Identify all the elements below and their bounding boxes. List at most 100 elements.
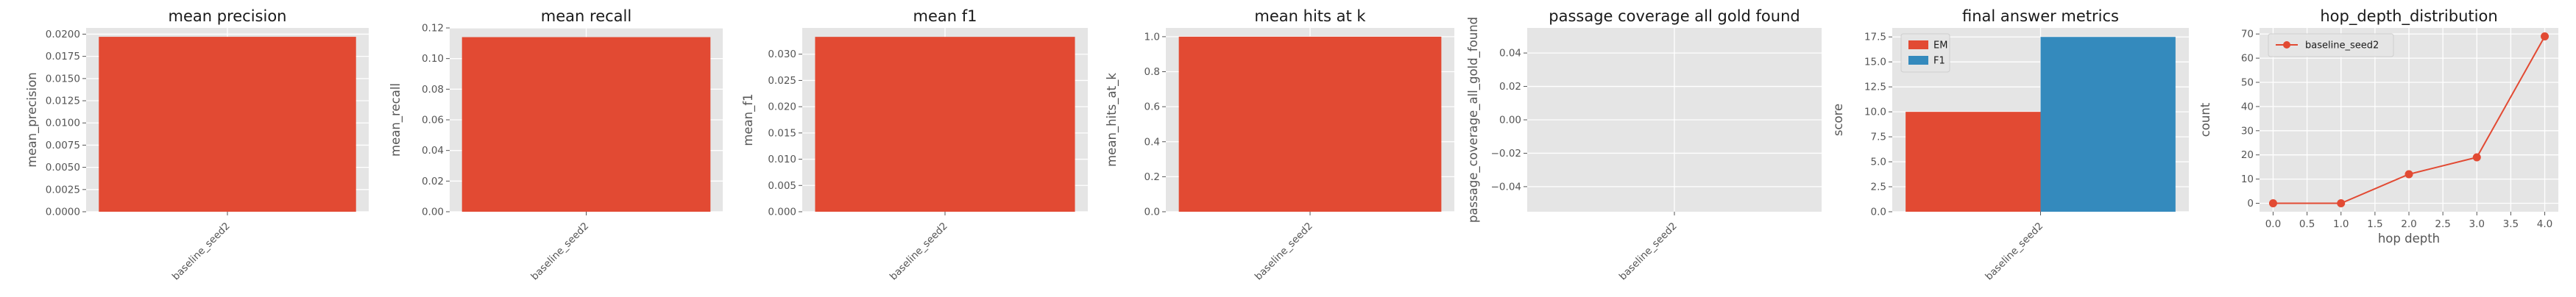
bar-em [1906, 112, 2041, 212]
y-tick-label: 30 [2241, 125, 2254, 137]
y-tick-label: 0.010 [768, 154, 796, 165]
chart-title: passage coverage all gold found [1549, 7, 1800, 25]
y-tick-label: 0.08 [422, 84, 444, 96]
y-tick-label: 40 [2241, 101, 2254, 112]
y-axis-label: mean_recall [389, 83, 403, 157]
y-tick-label: 0.04 [422, 145, 444, 157]
chart-title: mean recall [541, 7, 631, 25]
y-tick-label: 0.4 [1144, 136, 1160, 148]
y-tick-label: 60 [2241, 53, 2254, 65]
x-tick-label: baseline_seed2 [1983, 221, 2045, 283]
y-axis-label: mean_f1 [741, 93, 756, 146]
chart-panel-3: 0.000 0.005 0.010 0.015 0.020 0.025 0.030 mean … [741, 7, 1088, 282]
legend-box [2268, 33, 2394, 57]
y-axis-label: mean_precision [25, 72, 40, 167]
y-tick-label: 0.005 [768, 180, 796, 192]
y-tick-label: 0.8 [1144, 66, 1160, 78]
y-tick-label: 0.0100 [46, 118, 80, 129]
y-tick-label: 1.0 [1144, 31, 1160, 43]
legend-label: baseline_seed2 [2305, 40, 2379, 51]
y-tick-label: 15.0 [1864, 57, 1886, 68]
chart-title: mean f1 [913, 7, 977, 25]
x-tick-label: baseline_seed2 [1253, 221, 1315, 283]
legend-marker [2283, 41, 2290, 49]
x-tick-label: 2.5 [2435, 218, 2450, 230]
y-tick-label: 0.0025 [46, 184, 80, 196]
y-tick-label: 0.00 [422, 207, 444, 218]
legend-label: F1 [1933, 56, 1945, 67]
y-tick-label: −0.04 [1491, 181, 1521, 193]
bar-value [1178, 36, 1442, 212]
data-point [2337, 198, 2346, 207]
y-tick-label: 0.10 [422, 53, 444, 65]
y-tick-label: 0.025 [768, 75, 796, 87]
chart-panel-1: 0.0000 0.0025 0.0050 0.0075 0.0100 0.0125 0.01… [25, 7, 369, 282]
y-tick-label: −0.02 [1491, 148, 1521, 160]
y-tick-label: 0.00 [1499, 115, 1521, 126]
y-tick-label: 0.0050 [46, 162, 80, 173]
y-tick-label: 0.02 [1499, 81, 1521, 93]
x-tick-label: 3.5 [2503, 218, 2519, 230]
y-tick-label: 12.5 [1864, 82, 1886, 93]
y-tick-label: 50 [2241, 77, 2254, 89]
legend: baseline_seed2 [2268, 33, 2394, 57]
y-tick-label: 0.0175 [46, 51, 80, 62]
y-tick-label: 70 [2241, 29, 2254, 40]
chart-panel-6: 0.0 2.5 5.0 7.5 10.0 12.5 15.0 17.5 final answer… [1831, 7, 2189, 282]
legend: EM F1 [1900, 33, 1950, 73]
y-tick-label: 0.015 [768, 127, 796, 139]
x-tick-label: baseline_seed2 [1617, 221, 1680, 283]
y-tick-label: 0.6 [1144, 101, 1160, 113]
chart-panel-7: 0 10 20 30 40 50 60 70 hop_depth_distributioncou… [2198, 7, 2558, 246]
chart-title: mean hits at k [1254, 7, 1366, 25]
x-tick-label: baseline_seed2 [888, 221, 950, 283]
y-tick-label: 10 [2241, 173, 2254, 185]
y-tick-label: 17.5 [1864, 32, 1886, 43]
y-tick-label: 0.0000 [46, 207, 80, 218]
y-tick-label: 0.0 [1144, 207, 1160, 218]
y-tick-label: 0.0200 [46, 29, 80, 40]
y-tick-label: 0.0075 [46, 140, 80, 151]
y-tick-label: 0.030 [768, 49, 796, 60]
data-point [2472, 153, 2481, 162]
bar-value [815, 37, 1075, 212]
y-tick-label: 0.0125 [46, 96, 80, 107]
y-tick-label: 0.2 [1144, 171, 1160, 183]
data-point [2268, 198, 2277, 207]
y-tick-label: 0.12 [422, 23, 444, 35]
chart-panel-4: 0.0 0.2 0.4 0.6 0.8 1.0 mean hits at k mean_hit… [1105, 7, 1454, 282]
legend-swatch [1908, 40, 1928, 49]
y-tick-label: 0.06 [422, 115, 444, 126]
legend-swatch [1908, 56, 1928, 65]
x-tick-label: 2.0 [2401, 218, 2416, 230]
x-tick-label: baseline_seed2 [528, 221, 591, 283]
y-tick-label: 7.5 [1871, 132, 1886, 143]
data-point [2541, 32, 2550, 41]
x-tick-label: 3.0 [2469, 218, 2485, 230]
x-tick-label: 0.5 [2299, 218, 2315, 230]
bar-value [99, 37, 356, 212]
bar-value [461, 37, 711, 212]
x-tick-label: 1.0 [2333, 218, 2349, 230]
x-tick-label: 1.5 [2367, 218, 2382, 230]
y-tick-label: 10.0 [1864, 107, 1886, 118]
chart-title: mean precision [169, 7, 287, 25]
y-tick-label: 0.04 [1499, 48, 1521, 60]
data-point [2405, 170, 2413, 179]
y-tick-label: 0.0150 [46, 73, 80, 85]
y-tick-label: 0.0 [1871, 207, 1886, 218]
legend-label: EM [1933, 40, 1947, 51]
chart-panel-2: 0.00 0.02 0.04 0.06 0.08 0.10 0.12 mean recall m… [389, 7, 723, 282]
x-tick-label: 0.0 [2265, 218, 2281, 230]
y-tick-label: 20 [2241, 149, 2254, 161]
y-axis-label: passage_coverage_all_gold_found [1466, 17, 1481, 223]
chart-title: hop_depth_distribution [2320, 7, 2497, 26]
y-tick-label: 5.0 [1871, 157, 1886, 168]
y-tick-label: 2.5 [1871, 182, 1886, 193]
y-tick-label: 0 [2247, 198, 2254, 210]
chart-title: final answer metrics [1962, 7, 2119, 25]
x-tick-label: baseline_seed2 [170, 221, 233, 283]
x-tick-label: 4.0 [2537, 218, 2552, 230]
x-axis-label: hop depth [2378, 232, 2440, 246]
